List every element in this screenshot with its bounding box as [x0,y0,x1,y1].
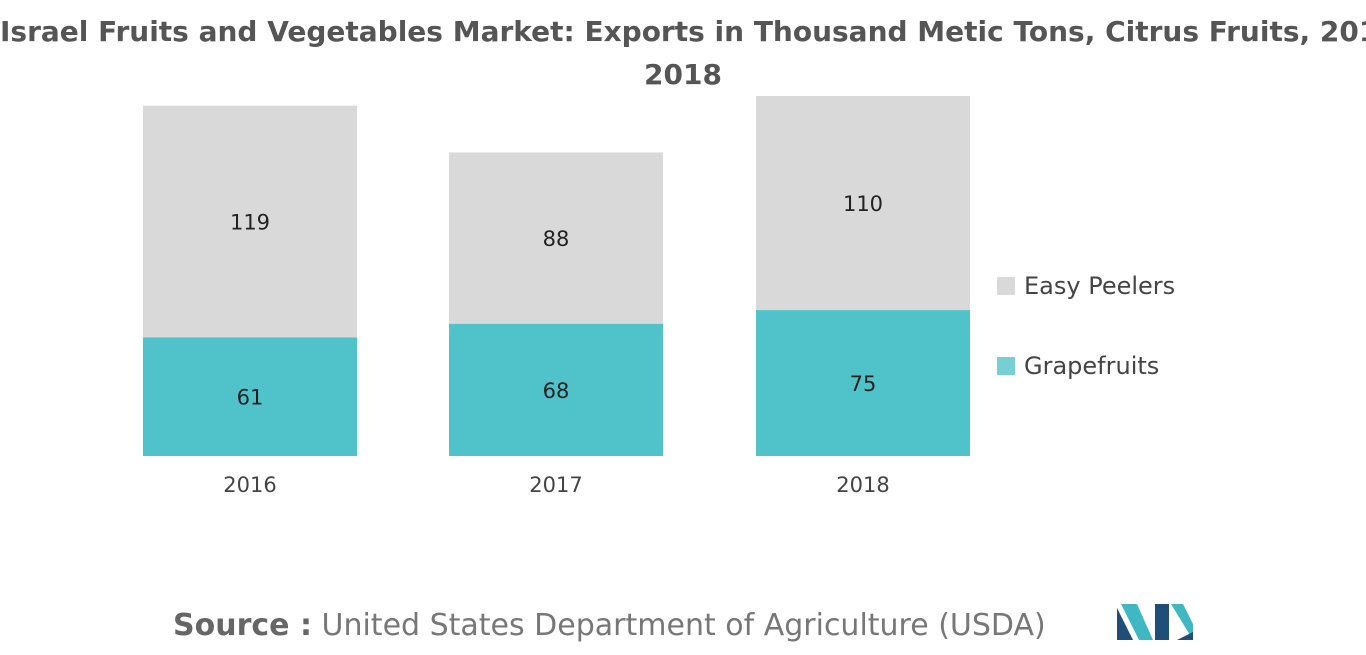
mordor-intelligence-logo-icon [1117,604,1193,640]
data-label-easy-peelers-2017: 88 [543,227,570,251]
bar-grapefruits-2017 [449,323,663,456]
legend-label-grapefruits: Grapefruits [1024,352,1160,380]
bar-grapefruits-2016 [143,337,357,456]
bar-easy-peelers-2016 [143,105,357,338]
source-text: United States Department of Agriculture … [321,608,1046,643]
bar-easy-peelers-2017 [449,152,663,324]
bar-grapefruits-2018 [756,310,970,456]
bar-easy-peelers-2018 [756,96,970,311]
source-label: Source : [173,608,312,643]
data-label-grapefruits-2018: 75 [850,372,877,396]
x-tick-label-2017: 2017 [529,473,582,497]
chart-title-line-1: Israel Fruits and Vegetables Market: Exp… [0,15,1366,48]
chart-title-line-2: 2018 [644,58,722,91]
data-label-grapefruits-2017: 68 [543,379,570,403]
data-label-easy-peelers-2016: 119 [230,211,270,235]
legend-swatch-grapefruits [997,357,1015,375]
data-label-grapefruits-2016: 61 [237,386,264,410]
legend-label-easy-peelers: Easy Peelers [1024,272,1176,300]
x-tick-label-2018: 2018 [836,473,889,497]
data-label-easy-peelers-2018: 110 [843,192,883,216]
legend-swatch-easy-peelers [997,277,1015,295]
source-note: Source : United States Department of Agr… [173,604,1046,648]
x-tick-label-2016: 2016 [223,473,276,497]
chart-title: Israel Fruits and Vegetables Market: Exp… [0,10,1366,96]
